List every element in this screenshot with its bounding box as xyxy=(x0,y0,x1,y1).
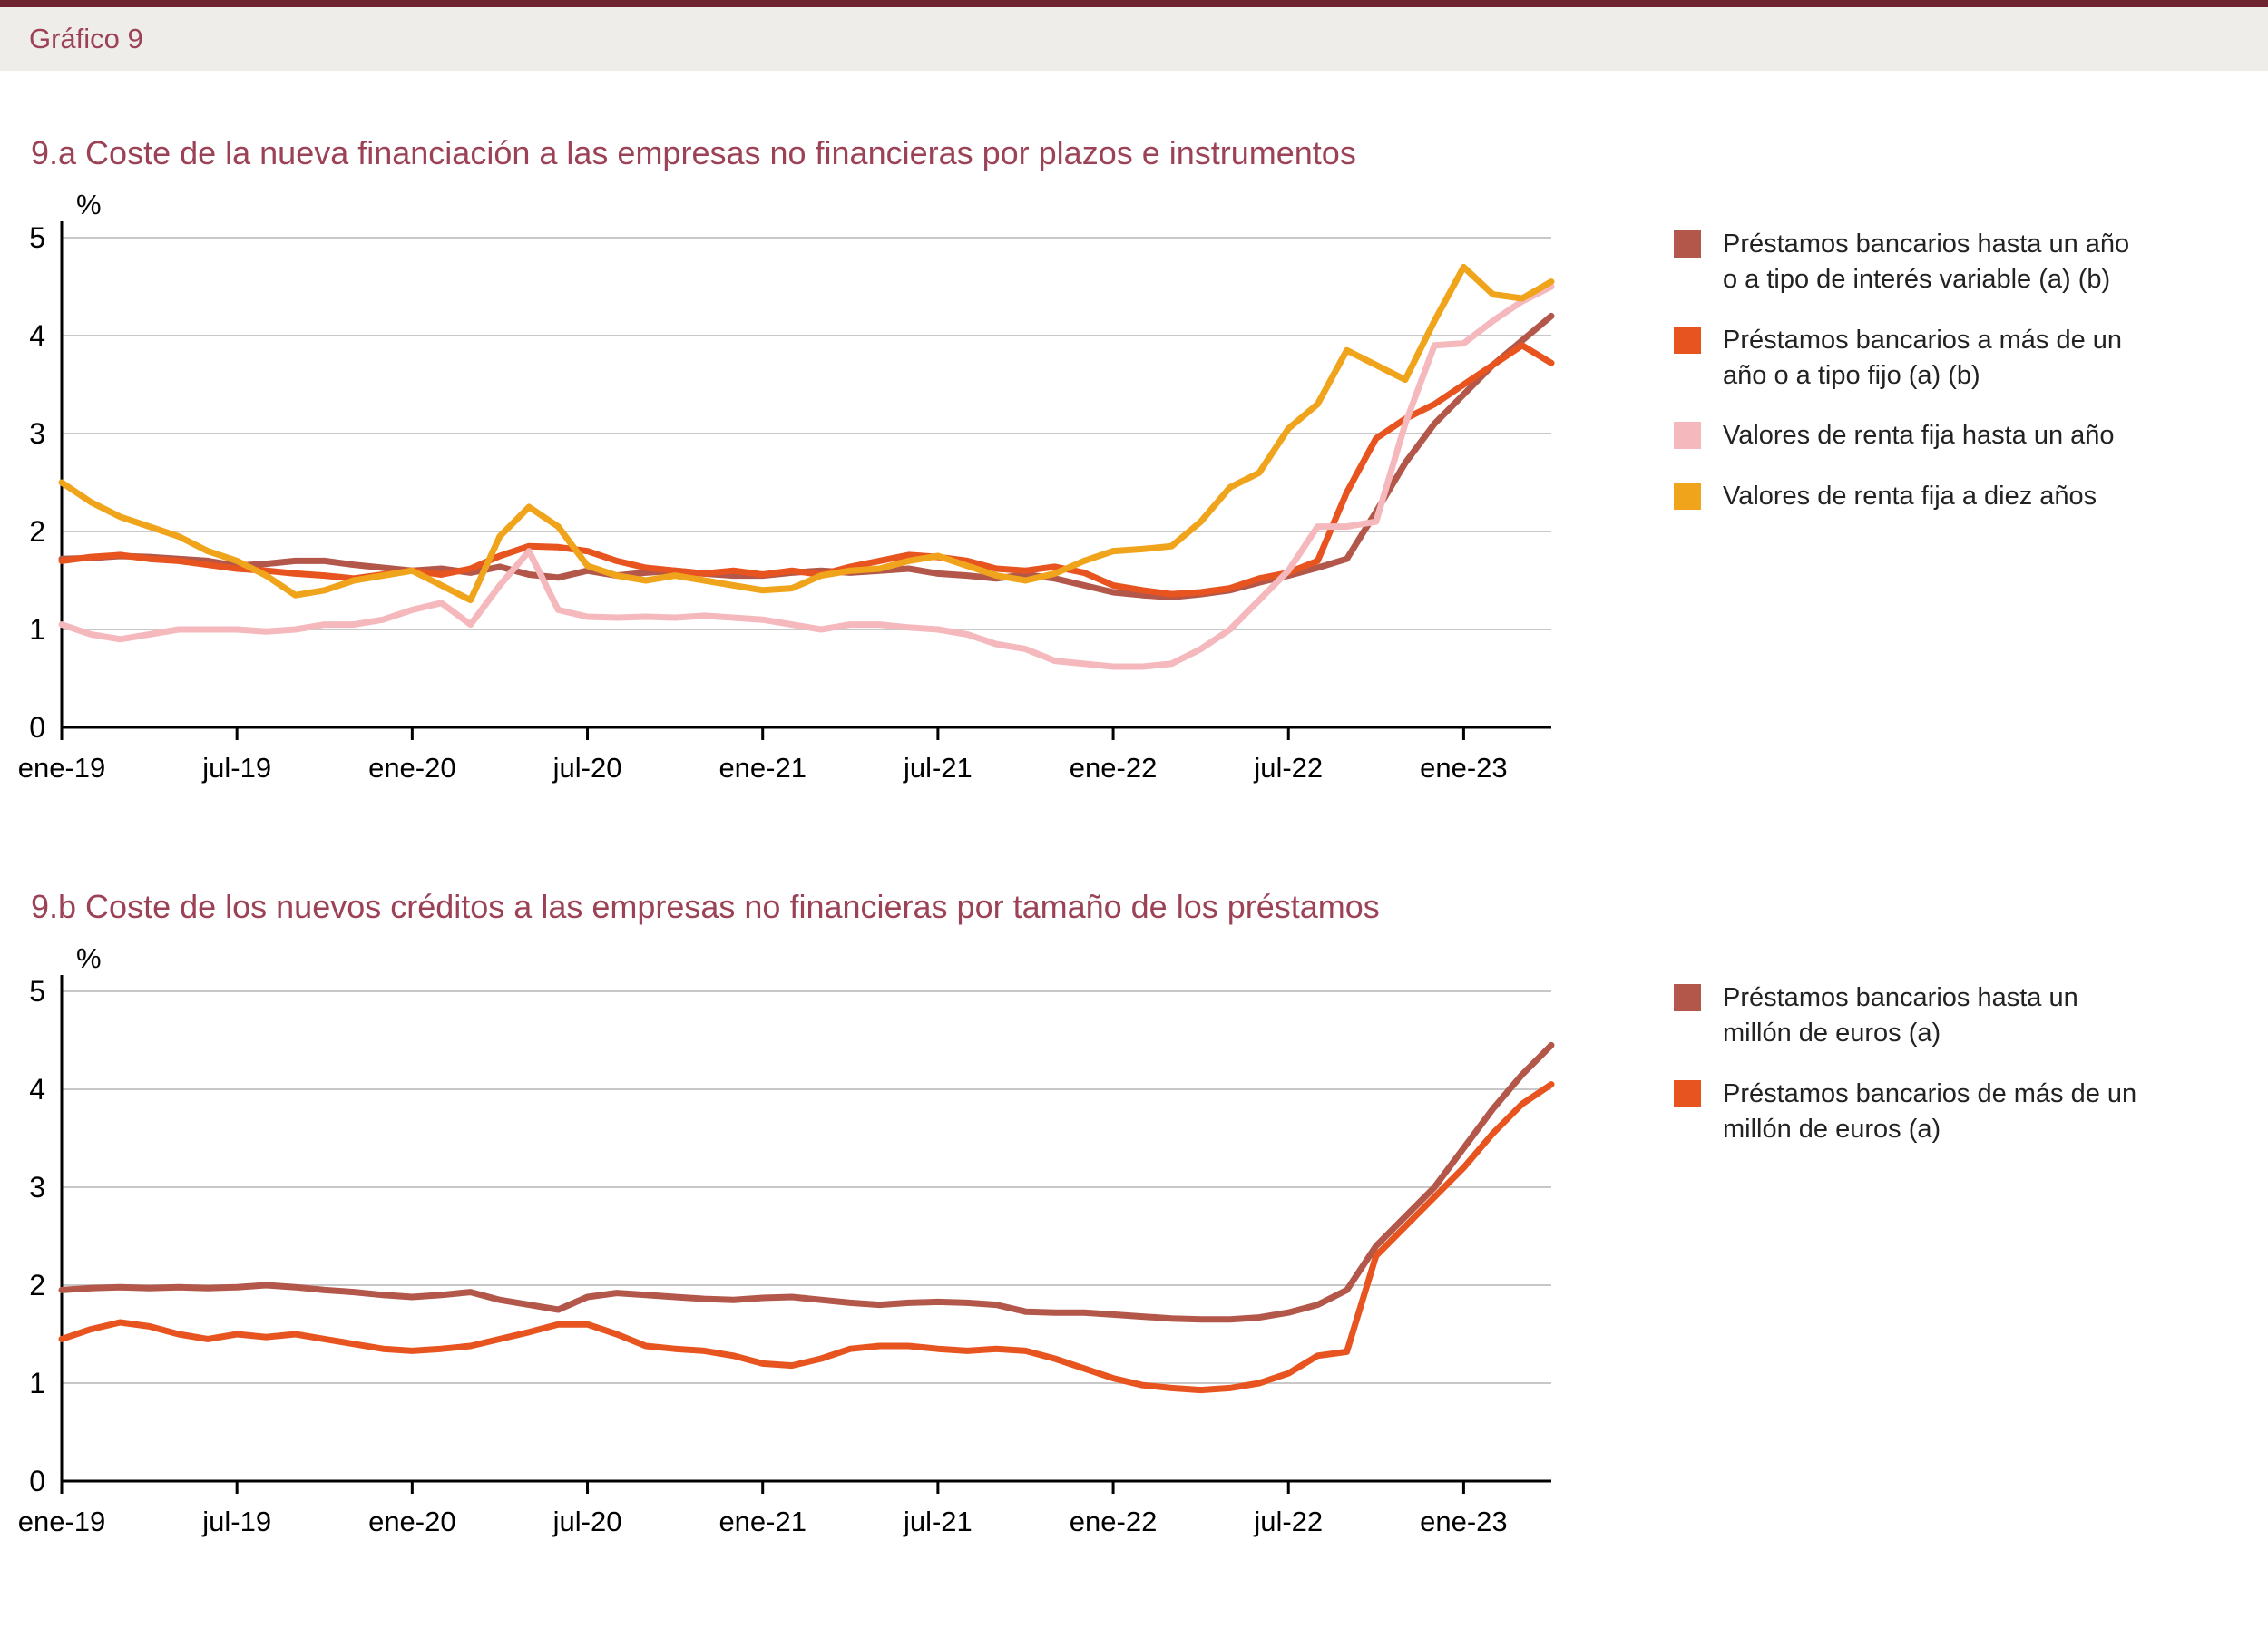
svg-text:4: 4 xyxy=(29,319,45,352)
svg-text:3: 3 xyxy=(29,417,45,450)
legend-swatch xyxy=(1674,422,1701,450)
svg-text:5: 5 xyxy=(29,221,45,254)
chart-header-label: Gráfico 9 xyxy=(29,23,143,54)
svg-text:ene-21: ene-21 xyxy=(719,1506,807,1537)
svg-text:2: 2 xyxy=(29,515,45,548)
svg-text:jul-22: jul-22 xyxy=(1253,1506,1323,1537)
legend-swatch xyxy=(1674,326,1701,354)
svg-text:0: 0 xyxy=(29,1465,45,1497)
panel-9a: 9.a Coste de la nueva financiación a las… xyxy=(0,134,2268,824)
svg-text:3: 3 xyxy=(29,1171,45,1204)
legend-swatch xyxy=(1674,1079,1701,1107)
svg-text:jul-22: jul-22 xyxy=(1253,752,1323,784)
panel-9b: 9.b Coste de los nuevos créditos a las e… xyxy=(0,888,2268,1578)
grafico-9-page: Gráfico 9 9.a Coste de la nueva financia… xyxy=(0,0,2268,1578)
panel-9b-body: 0 1 2 3 4 5 ene-19 jul-19 ene-20 jul-20 ene-21 jul-… xyxy=(9,939,2268,1578)
legend-item: Préstamos bancarios hasta un año o a tip… xyxy=(1674,227,2149,297)
svg-text:ene-19: ene-19 xyxy=(18,1506,106,1537)
svg-text:jul-21: jul-21 xyxy=(903,752,973,784)
svg-text:jul-21: jul-21 xyxy=(903,1506,973,1537)
svg-text:ene-23: ene-23 xyxy=(1420,1506,1508,1537)
svg-text:ene-22: ene-22 xyxy=(1070,1506,1158,1537)
legend-swatch xyxy=(1674,230,1701,258)
legend-label: Valores de renta fija a diez años xyxy=(1723,482,2097,512)
legend-label: Préstamos bancarios de más de un millón … xyxy=(1723,1078,2137,1144)
legend-9b: Préstamos bancarios hasta un millón de e… xyxy=(1674,939,2149,1172)
svg-text:ene-23: ene-23 xyxy=(1420,752,1508,784)
legend-item: Valores de renta fija hasta un año xyxy=(1674,418,2149,453)
svg-text:2: 2 xyxy=(29,1269,45,1302)
legend-item: Valores de renta fija a diez años xyxy=(1674,479,2149,514)
svg-text:ene-20: ene-20 xyxy=(368,752,456,784)
svg-text:ene-21: ene-21 xyxy=(719,752,807,784)
panel-9b-title: 9.b Coste de los nuevos créditos a las e… xyxy=(31,888,1380,925)
legend-9a: Préstamos bancarios hasta un año o a tip… xyxy=(1674,185,2149,540)
svg-text:ene-20: ene-20 xyxy=(368,1506,456,1537)
legend-label: Préstamos bancarios a más de un año o a … xyxy=(1723,325,2123,390)
svg-text:%: % xyxy=(76,942,102,974)
svg-text:5: 5 xyxy=(29,975,45,1008)
line-chart-9a: 0 1 2 3 4 5 ene-19 jul-19 ene-20 jul-20 ene-21 jul-… xyxy=(18,189,1555,784)
svg-text:jul-20: jul-20 xyxy=(552,1506,622,1537)
legend-swatch xyxy=(1674,984,1701,1011)
legend-item: Préstamos bancarios de más de un millón … xyxy=(1674,1077,2149,1147)
legend-item: Préstamos bancarios hasta un millón de e… xyxy=(1674,980,2149,1051)
legend-label: Valores de renta fija hasta un año xyxy=(1723,421,2115,451)
legend-label: Préstamos bancarios hasta un año o a tip… xyxy=(1723,229,2130,294)
svg-text:0: 0 xyxy=(29,711,45,744)
svg-text:1: 1 xyxy=(29,1367,45,1399)
svg-text:jul-19: jul-19 xyxy=(201,752,271,784)
svg-text:jul-19: jul-19 xyxy=(201,1506,271,1537)
line-chart-9b: 0 1 2 3 4 5 ene-19 jul-19 ene-20 jul-20 ene-21 jul-… xyxy=(18,942,1555,1537)
chart-header: Gráfico 9 xyxy=(0,7,2268,71)
svg-text:4: 4 xyxy=(29,1073,45,1106)
svg-text:1: 1 xyxy=(29,613,45,646)
legend-swatch xyxy=(1674,483,1701,511)
svg-text:%: % xyxy=(76,189,102,220)
svg-text:ene-19: ene-19 xyxy=(18,752,106,784)
svg-text:ene-22: ene-22 xyxy=(1070,752,1158,784)
top-accent-rule xyxy=(0,0,2268,7)
svg-text:jul-20: jul-20 xyxy=(552,752,622,784)
legend-label: Préstamos bancarios hasta un millón de e… xyxy=(1723,983,2078,1048)
panel-9a-body: 0 1 2 3 4 5 ene-19 jul-19 ene-20 jul-20 ene-21 jul-… xyxy=(9,185,2268,824)
legend-item: Préstamos bancarios a más de un año o a … xyxy=(1674,323,2149,394)
panel-9a-title: 9.a Coste de la nueva financiación a las… xyxy=(31,134,1356,171)
